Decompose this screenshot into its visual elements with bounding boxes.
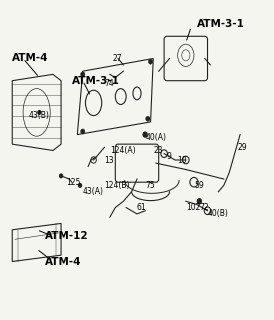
- Text: 40(A): 40(A): [145, 133, 166, 142]
- Text: 10: 10: [178, 156, 187, 164]
- Text: 124(B): 124(B): [104, 181, 130, 190]
- Text: ATM-4: ATM-4: [12, 53, 49, 63]
- Circle shape: [149, 59, 153, 64]
- Text: 43(B): 43(B): [28, 111, 49, 120]
- Text: 102: 102: [186, 203, 200, 212]
- Text: 23: 23: [153, 146, 163, 155]
- Text: ATM-4: ATM-4: [45, 257, 81, 267]
- Text: 124(A): 124(A): [110, 146, 136, 155]
- Text: 40(B): 40(B): [207, 209, 229, 219]
- Circle shape: [78, 183, 82, 188]
- Text: 72: 72: [199, 203, 209, 212]
- Text: 29: 29: [237, 143, 247, 152]
- Text: 75: 75: [145, 181, 155, 190]
- Circle shape: [81, 129, 85, 134]
- Circle shape: [81, 72, 85, 77]
- Text: 125: 125: [67, 178, 81, 187]
- Circle shape: [142, 132, 148, 138]
- Text: 27: 27: [113, 54, 122, 63]
- Circle shape: [59, 173, 63, 178]
- Text: 43(A): 43(A): [83, 187, 104, 196]
- Text: 9: 9: [167, 152, 172, 161]
- Text: ATM-3-1: ATM-3-1: [197, 19, 244, 28]
- Text: 59: 59: [194, 181, 204, 190]
- Text: 61: 61: [137, 203, 147, 212]
- Circle shape: [197, 198, 202, 204]
- Text: ATM-12: ATM-12: [45, 231, 89, 241]
- Text: 13: 13: [104, 156, 114, 164]
- Text: 74: 74: [104, 79, 114, 88]
- Text: ATM-3-1: ATM-3-1: [72, 76, 120, 86]
- Circle shape: [37, 110, 42, 115]
- Circle shape: [146, 116, 150, 121]
